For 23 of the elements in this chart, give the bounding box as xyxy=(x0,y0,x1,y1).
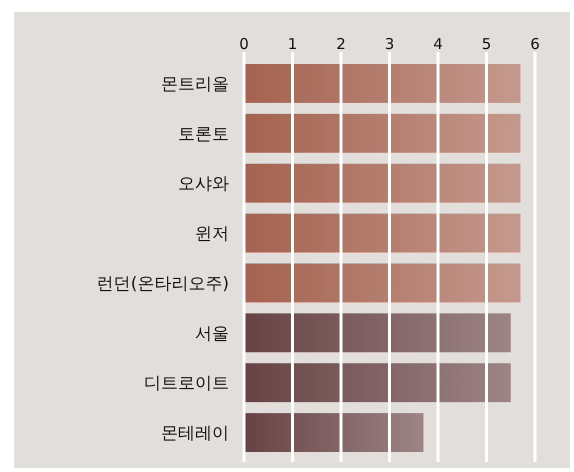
x-tick-label: 5 xyxy=(482,35,492,53)
y-tick-label: 토론토 xyxy=(178,124,229,144)
bar xyxy=(244,263,520,302)
bar xyxy=(244,114,520,153)
x-tick-label: 0 xyxy=(239,35,249,53)
x-tick-label: 2 xyxy=(336,35,346,53)
x-tick-label: 6 xyxy=(530,35,540,53)
bar xyxy=(244,363,511,402)
y-tick-label: 런던(온타리오주) xyxy=(96,274,229,294)
x-tick-label: 1 xyxy=(288,35,298,53)
y-tick-label: 오샤와 xyxy=(178,174,229,194)
y-tick-label: 디트로이트 xyxy=(144,374,229,394)
bar xyxy=(244,313,511,352)
y-tick-label: 서울 xyxy=(195,324,229,344)
x-tick-label: 3 xyxy=(384,35,394,53)
y-tick-label: 몬트리올 xyxy=(161,74,229,94)
bar xyxy=(244,413,424,452)
x-tick-label: 4 xyxy=(433,35,443,53)
y-tick-label: 몬테레이 xyxy=(161,424,229,444)
bar xyxy=(244,164,520,203)
bar xyxy=(244,64,520,103)
bar xyxy=(244,214,520,253)
y-tick-label: 윈저 xyxy=(195,224,229,244)
